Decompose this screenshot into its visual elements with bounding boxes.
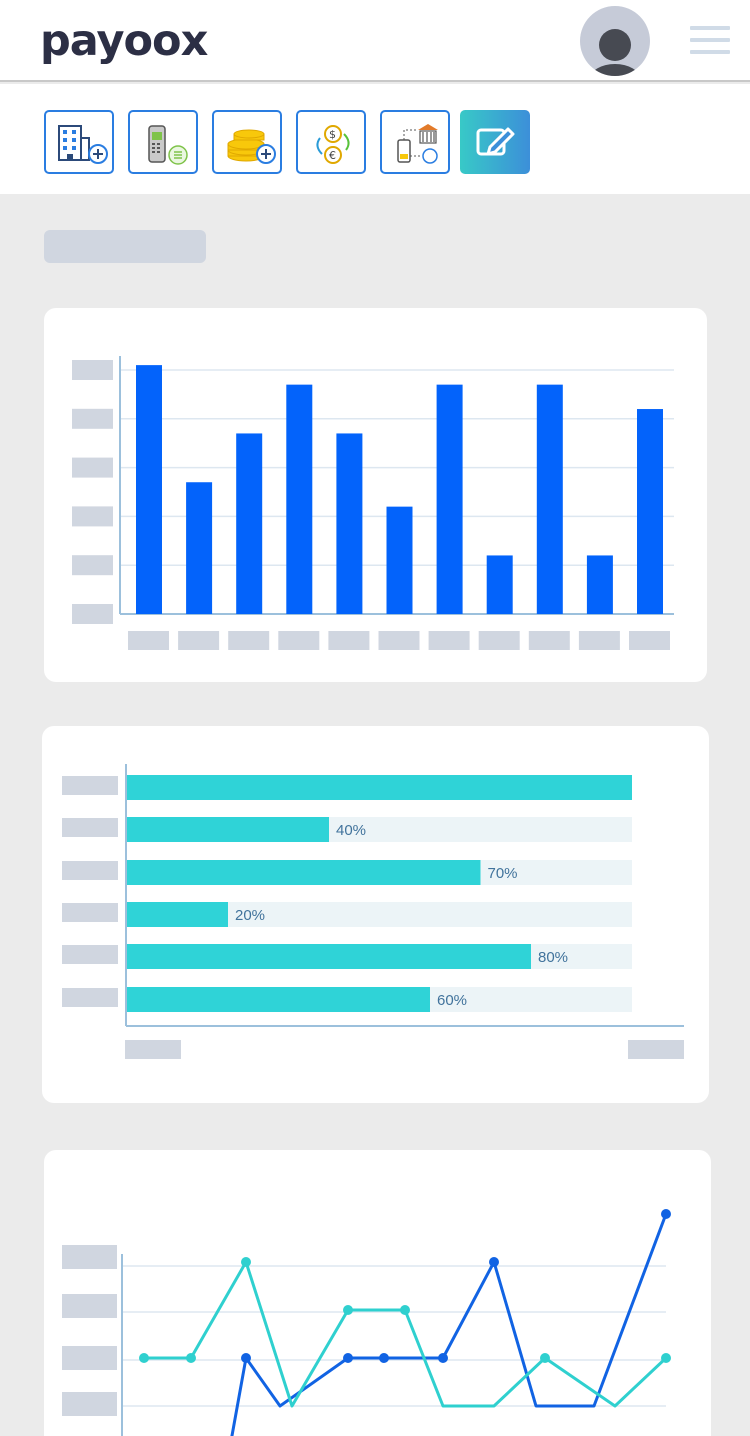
currency-exchange-button[interactable]: $ € — [296, 110, 366, 174]
x-tick-label-placeholder — [528, 631, 570, 650]
horizontal-bar-chart: 40% 70% 20% 80% 60% — [62, 764, 684, 1059]
row-label-placeholder — [62, 776, 118, 795]
y-tick-label-placeholder — [62, 1245, 117, 1269]
percentage-label: 20% — [235, 907, 265, 924]
series-line — [144, 1260, 668, 1408]
avatar-body — [590, 64, 640, 76]
x-tick-label-placeholder — [428, 631, 470, 650]
payoox-logo[interactable]: payoox — [40, 16, 230, 68]
data-point — [343, 1305, 353, 1315]
bar — [436, 384, 463, 614]
row-label-placeholder — [62, 988, 118, 1007]
y-tick-label-placeholder — [72, 408, 113, 429]
mobile-bank-transfer-button[interactable] — [380, 110, 450, 174]
x-tick-label-placeholder — [478, 631, 520, 650]
data-point — [438, 1353, 448, 1363]
logo-text: payoox — [40, 16, 209, 66]
action-toolbar: $ € — [0, 84, 750, 194]
percentage-label: 60% — [437, 992, 467, 1009]
vertical-bar-chart — [72, 356, 674, 650]
y-tick-label-placeholder — [62, 1392, 117, 1416]
row-label-placeholder — [62, 861, 118, 880]
menu-line — [690, 50, 730, 54]
logo-svg: payoox — [40, 16, 210, 66]
add-building-icon — [58, 125, 108, 164]
bar — [336, 433, 363, 614]
data-point — [241, 1257, 251, 1267]
y-tick-label-placeholder — [72, 604, 113, 624]
progress-bar — [127, 817, 329, 842]
y-tick-label-placeholder — [62, 1294, 117, 1318]
avatar-head — [599, 29, 631, 61]
x-tick-label-placeholder — [628, 1040, 684, 1059]
x-tick-label-placeholder — [378, 631, 420, 650]
line-chart-card — [44, 1150, 711, 1436]
progress-chart-card: 40% 70% 20% 80% 60% — [42, 726, 709, 1103]
y-tick-label-placeholder — [72, 360, 113, 380]
x-tick-label-placeholder — [328, 631, 370, 650]
percentage-label: 70% — [488, 865, 518, 882]
x-tick-label-placeholder — [278, 631, 320, 650]
row-label-placeholder — [62, 903, 118, 922]
y-tick-label-placeholder — [62, 1346, 117, 1370]
svg-text:€: € — [329, 149, 336, 162]
section-title-placeholder — [44, 230, 206, 263]
data-point — [661, 1209, 671, 1219]
data-point — [186, 1353, 196, 1363]
data-point — [489, 1257, 499, 1267]
data-point — [400, 1305, 410, 1315]
menu-line — [690, 26, 730, 30]
bar — [486, 555, 513, 614]
pos-terminal-button[interactable] — [128, 110, 198, 174]
x-tick-label-placeholder — [629, 631, 670, 650]
bar — [536, 384, 563, 614]
bar — [136, 365, 162, 614]
currency-exchange-icon: $ € — [316, 125, 350, 164]
bar — [586, 555, 613, 614]
menu-line — [690, 38, 730, 42]
data-point — [379, 1353, 389, 1363]
add-coins-icon — [227, 129, 276, 164]
add-coins-button[interactable] — [212, 110, 282, 174]
edit-icon — [476, 127, 515, 156]
y-tick-label-placeholder — [72, 506, 113, 527]
percentage-label: 40% — [336, 822, 366, 839]
svg-text:$: $ — [329, 128, 336, 141]
user-avatar-icon[interactable] — [580, 6, 650, 76]
pos-terminal-icon — [148, 125, 188, 165]
x-tick-label-placeholder — [578, 631, 620, 650]
bar — [186, 482, 213, 614]
bar — [386, 506, 413, 614]
add-building-button[interactable] — [44, 110, 114, 174]
progress-bar — [127, 944, 531, 969]
data-point — [540, 1353, 550, 1363]
line-chart — [62, 1209, 671, 1436]
x-tick-label-placeholder — [125, 1040, 181, 1059]
percentage-label: 80% — [538, 949, 568, 966]
hamburger-menu-icon[interactable] — [690, 26, 730, 54]
x-tick-label-placeholder — [178, 631, 220, 650]
bar — [236, 433, 263, 614]
mobile-bank-transfer-icon — [397, 124, 438, 164]
bar — [286, 384, 313, 614]
data-point — [343, 1353, 353, 1363]
row-label-placeholder — [62, 945, 118, 964]
edit-button[interactable] — [460, 110, 530, 174]
row-label-placeholder — [62, 818, 118, 837]
progress-bar — [127, 775, 632, 800]
y-tick-label-placeholder — [72, 457, 113, 478]
data-point — [139, 1353, 149, 1363]
app-header: payoox — [0, 0, 750, 82]
bar — [637, 409, 663, 614]
x-tick-label-placeholder — [128, 631, 169, 650]
x-tick-label-placeholder — [228, 631, 270, 650]
data-point — [241, 1353, 251, 1363]
progress-bar — [127, 860, 481, 885]
bar-chart-card — [44, 308, 707, 682]
progress-bar — [127, 987, 430, 1012]
y-tick-label-placeholder — [72, 555, 113, 576]
data-point — [661, 1353, 671, 1363]
progress-bar — [127, 902, 228, 927]
